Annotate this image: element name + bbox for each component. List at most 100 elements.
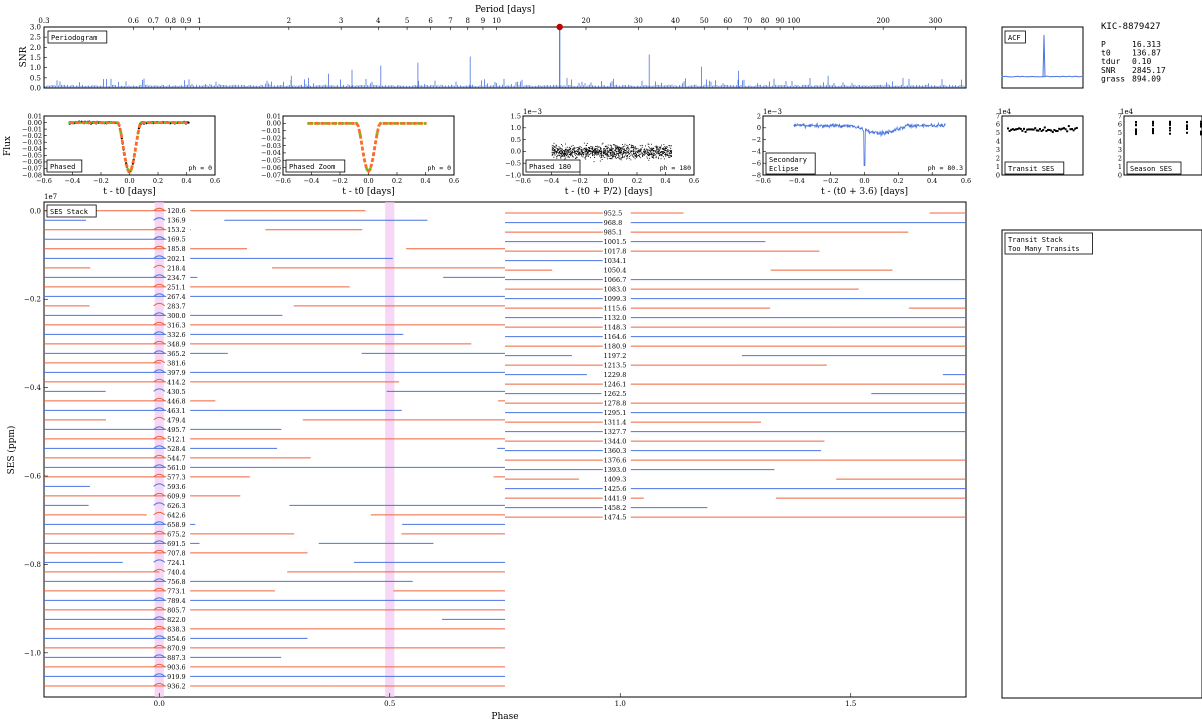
data-point <box>626 155 628 157</box>
phased-x-label: t - t0 [days] <box>103 187 155 197</box>
data-point <box>589 150 591 151</box>
data-point <box>643 154 645 156</box>
data-point <box>650 148 652 150</box>
trace-label-bg <box>166 368 191 376</box>
trace-label: 642.6 <box>167 511 186 519</box>
data-point <box>616 145 618 147</box>
data-point <box>613 151 615 153</box>
data-point <box>583 149 585 151</box>
data-point <box>568 147 570 149</box>
data-point <box>554 146 556 147</box>
data-point <box>1056 130 1059 133</box>
ses-trace <box>44 321 505 326</box>
data-point <box>578 148 579 150</box>
periodogram-x-tick-label: 50 <box>700 17 709 25</box>
periodogram-x-tick-label: 30 <box>634 17 643 25</box>
data-point <box>615 144 617 146</box>
data-point <box>655 155 657 157</box>
data-point <box>582 149 584 151</box>
data-point <box>670 155 671 157</box>
data-point <box>629 150 631 152</box>
data-point <box>554 150 556 152</box>
data-point <box>662 148 664 150</box>
data-point <box>576 156 577 158</box>
data-point <box>656 146 658 148</box>
data-point <box>586 155 588 157</box>
data-point <box>567 150 568 151</box>
trace-label-bg <box>166 330 191 338</box>
ses-trace <box>44 245 505 250</box>
ses-trace <box>505 514 966 518</box>
data-point <box>622 144 623 145</box>
trace-label: 381.6 <box>167 359 186 367</box>
data-point <box>569 149 570 151</box>
season_ses-points <box>1135 120 1202 136</box>
periodogram-x-tick-label: 0.3 <box>38 17 49 25</box>
data-point <box>619 150 621 152</box>
season_ses-y-tick-label: 4 <box>1118 138 1122 146</box>
data-point <box>553 149 555 151</box>
phased-y-tick-label: −0.07 <box>22 165 42 173</box>
phased-x-tick-label: 0.2 <box>153 177 163 185</box>
phased180-points <box>551 142 673 163</box>
trace-label-bg <box>602 409 631 417</box>
data-point <box>648 159 650 161</box>
trace-label: 1017.8 <box>604 247 627 255</box>
data-point <box>653 148 655 149</box>
data-point <box>669 152 671 154</box>
data-point <box>662 148 664 150</box>
data-point <box>572 156 573 158</box>
ses-trace <box>44 350 505 354</box>
data-point <box>635 149 637 151</box>
data-point <box>564 154 566 155</box>
phased_180-x-tick-label: −0.4 <box>544 177 560 185</box>
data-point <box>554 150 555 152</box>
ses-stack-x-tick-label: 1.0 <box>615 700 626 708</box>
data-point <box>639 155 640 157</box>
data-point <box>564 151 565 153</box>
data-point <box>607 151 608 153</box>
data-point <box>594 157 595 158</box>
data-point <box>662 153 663 155</box>
data-point <box>555 147 557 149</box>
acf-series <box>1001 34 1083 78</box>
transit_ses-y-tick-label: 1 <box>996 163 1000 171</box>
data-point <box>632 145 634 147</box>
data-point <box>588 154 590 156</box>
trace-label-bg <box>602 390 631 398</box>
data-point <box>660 154 662 155</box>
data-point <box>1071 128 1073 131</box>
data-point <box>558 155 560 157</box>
data-point <box>594 154 596 155</box>
data-point <box>644 153 646 155</box>
transit-stack-frame <box>1001 229 1202 699</box>
data-point <box>643 150 645 152</box>
periodogram-x-tick-label: 4 <box>376 17 381 25</box>
data-point <box>646 152 648 154</box>
periodogram-y-tick-label: 1.5 <box>30 54 41 62</box>
data-point <box>554 152 556 154</box>
data-point <box>654 154 656 155</box>
phased_180-x-tick-label: −0.6 <box>515 177 531 185</box>
data-point <box>631 151 633 152</box>
data-point <box>583 154 584 156</box>
data-point <box>1135 121 1137 124</box>
trace-label: 1295.1 <box>604 409 627 417</box>
ses-trace <box>505 419 761 423</box>
data-point <box>671 145 672 147</box>
data-point <box>628 148 630 150</box>
data-point <box>648 146 650 148</box>
data-point <box>590 146 592 148</box>
trace-label: 316.3 <box>167 321 186 329</box>
data-point <box>664 149 666 151</box>
data-point <box>665 150 667 152</box>
data-point <box>651 149 653 151</box>
data-point <box>573 147 575 149</box>
data-point <box>657 152 659 153</box>
data-point <box>587 149 589 151</box>
trace-label: 251.1 <box>167 283 186 291</box>
data-point <box>572 156 574 158</box>
trace-label: 1197.2 <box>604 352 627 360</box>
trace-label: 724.1 <box>167 559 186 567</box>
